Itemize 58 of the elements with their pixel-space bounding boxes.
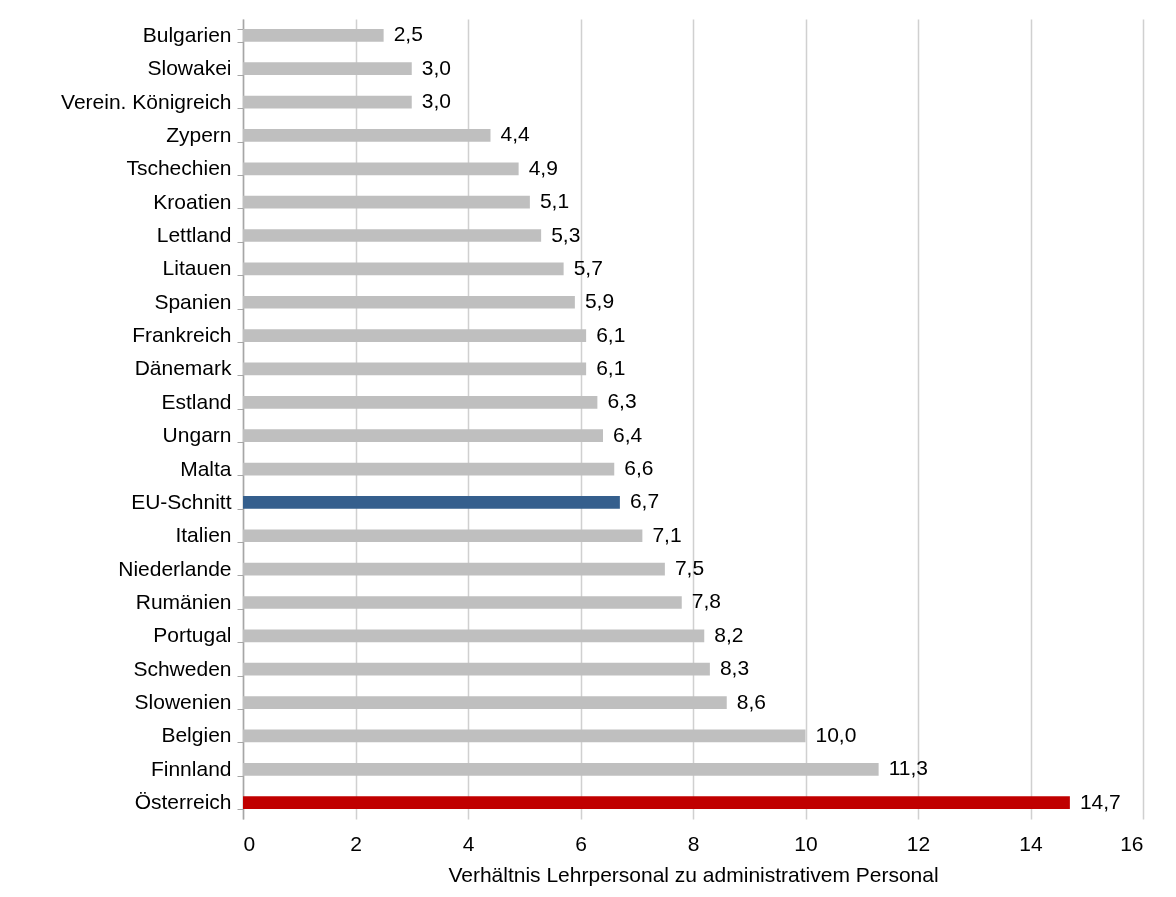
- x-tick-label: 12: [906, 831, 931, 855]
- x-tick-label: 8: [687, 831, 700, 855]
- data-label: 6,1: [596, 322, 626, 346]
- data-label: 6,1: [596, 355, 626, 379]
- y-tick-label: EU-Schnitt: [131, 489, 232, 513]
- data-label: 3,0: [421, 55, 451, 79]
- y-tick-label: Verein. Königreich: [61, 89, 232, 113]
- x-tick-label: 6: [575, 831, 587, 855]
- y-tick-label: Lettland: [156, 223, 232, 247]
- data-label: 3,0: [421, 89, 451, 113]
- data-label: 2,5: [393, 22, 423, 46]
- data-label: 11,3: [888, 756, 928, 780]
- y-tick-label: Ungarn: [162, 423, 232, 447]
- data-label: 8,3: [719, 656, 750, 680]
- data-label: 7,8: [691, 589, 721, 613]
- data-label: 7,5: [674, 556, 705, 580]
- y-tick-label: Portugal: [153, 623, 232, 647]
- y-tick-label: Dänemark: [134, 356, 232, 380]
- x-tick-label: 2: [350, 831, 362, 855]
- data-label: 8,6: [736, 689, 766, 713]
- data-label: 6,7: [629, 489, 660, 513]
- data-label: 14,7: [1079, 789, 1121, 813]
- y-tick-label: Italien: [175, 523, 232, 547]
- y-tick-label: Tschechien: [126, 156, 232, 180]
- data-label: 5,9: [584, 289, 615, 313]
- x-axis-title: Verhältnis Lehrpersonal zu administrativem Personal: [448, 862, 939, 886]
- data-label: 6,3: [607, 389, 637, 413]
- y-tick-label: Spanien: [154, 289, 232, 313]
- data-label: 4,9: [528, 155, 558, 179]
- y-tick-label: Estland: [161, 389, 232, 413]
- x-tick-label: 14: [1019, 831, 1043, 855]
- data-label: 6,4: [613, 422, 643, 446]
- y-tick-label: Schweden: [133, 656, 232, 680]
- y-tick-label: Niederlande: [118, 556, 232, 580]
- data-label: 5,3: [551, 222, 581, 246]
- y-tick-label: Zypern: [166, 122, 232, 146]
- data-label: 6,6: [624, 456, 654, 480]
- y-tick-label: Malta: [180, 456, 232, 480]
- x-tick-label: 16: [1120, 831, 1144, 855]
- data-label: 5,1: [539, 189, 570, 213]
- data-label: 5,7: [573, 255, 603, 279]
- data-label: 4,4: [500, 122, 531, 146]
- x-tick-label: 4: [462, 831, 475, 855]
- data-label: 10,0: [815, 722, 857, 746]
- y-tick-label: Kroatien: [153, 189, 232, 213]
- y-tick-label: Slowenien: [134, 690, 232, 714]
- data-label: 8,2: [714, 622, 744, 646]
- x-tick-label: 10: [794, 831, 818, 855]
- y-tick-label: Bulgarien: [142, 22, 232, 46]
- y-tick-label: Finnland: [150, 756, 232, 780]
- y-tick-label: Slowakei: [147, 56, 232, 80]
- y-tick-label: Rumänien: [135, 589, 232, 613]
- y-tick-label: Litauen: [162, 256, 232, 280]
- data-label: 7,1: [652, 522, 682, 546]
- y-tick-label: Belgien: [161, 723, 232, 747]
- y-tick-label: Frankreich: [132, 323, 232, 347]
- x-tick-label: 0: [243, 831, 256, 855]
- y-tick-label: Österreich: [134, 790, 232, 814]
